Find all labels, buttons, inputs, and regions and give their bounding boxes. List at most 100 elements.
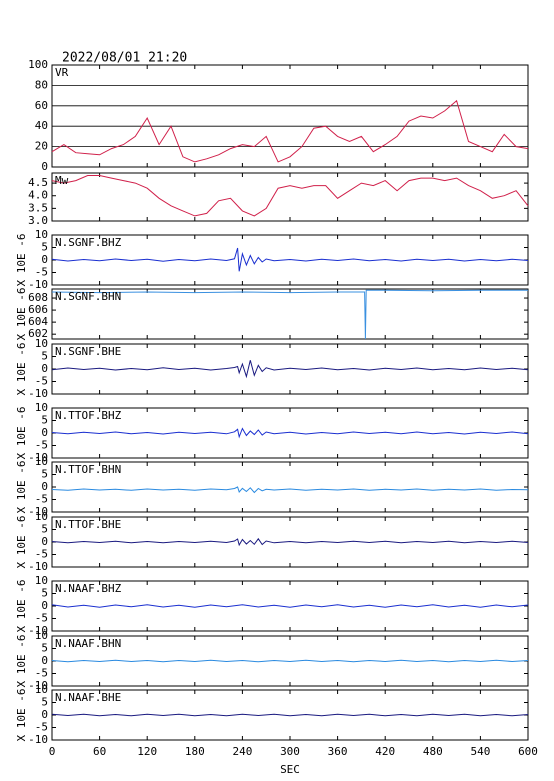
y-tick-label: 0	[41, 426, 48, 439]
panel-label: N.SGNF.BHN	[55, 290, 121, 303]
y-tick-label: -5	[35, 439, 48, 452]
x-tick-label: 180	[185, 745, 205, 758]
y-tick-label: 604	[28, 315, 48, 328]
y-tick-label: -10	[28, 560, 48, 573]
x-tick-label: 120	[137, 745, 157, 758]
y-tick-label: 4.5	[28, 176, 48, 189]
y-tick-label: 10	[35, 683, 48, 696]
trace	[51, 537, 529, 547]
panel-label: N.NAAF.BHZ	[55, 582, 122, 595]
y-tick-label: 100	[28, 58, 48, 71]
y-tick-label: -10	[28, 387, 48, 400]
y-tick-label: 5	[41, 523, 48, 536]
y-axis-label: X 10E -6	[15, 461, 28, 514]
y-tick-label: 0	[41, 480, 48, 493]
y-tick-label: 10	[35, 629, 48, 642]
y-axis-label: X 10E -6	[15, 689, 28, 742]
y-tick-label: 20	[35, 140, 48, 153]
y-tick-label: 3.0	[28, 214, 48, 227]
panel-label: VR	[55, 66, 69, 79]
y-tick-label: 4.0	[28, 189, 48, 202]
panel-label: N.TTOF.BHZ	[55, 409, 122, 422]
trace	[51, 247, 529, 272]
y-tick-label: 5	[41, 350, 48, 363]
y-tick-label: 5	[41, 241, 48, 254]
y-tick-label: 80	[35, 78, 48, 91]
y-tick-label: -5	[35, 375, 48, 388]
panel-label: N.TTOF.BHN	[55, 463, 121, 476]
trace	[51, 713, 529, 717]
chart-title: 2022/08/01 21:20	[62, 51, 187, 66]
y-tick-label: 40	[35, 119, 48, 132]
y-tick-label: 5	[41, 642, 48, 655]
panel-label: Mw	[55, 174, 69, 187]
y-tick-label: -5	[35, 266, 48, 279]
y-tick-label: 3.5	[28, 201, 48, 214]
y-tick-label: 5	[41, 468, 48, 481]
x-axis-label: SEC	[280, 763, 300, 776]
trace	[51, 604, 529, 608]
y-tick-label: -5	[35, 548, 48, 561]
y-tick-label: 602	[28, 327, 48, 340]
y-axis-label: X 10E -6	[15, 288, 28, 341]
y-tick-label: 5	[41, 414, 48, 427]
y-tick-label: -5	[35, 612, 48, 625]
y-axis-label: X 10E -6	[15, 635, 28, 688]
x-tick-label: 540	[470, 745, 490, 758]
trace	[51, 486, 529, 494]
trace	[51, 175, 529, 217]
panel-label: N.TTOF.BHE	[55, 518, 121, 531]
y-tick-label: 10	[35, 510, 48, 523]
y-tick-label: 10	[35, 574, 48, 587]
y-tick-label: -10	[28, 679, 48, 692]
y-axis-label: X 10E -6	[15, 516, 28, 569]
y-tick-label: 0	[41, 160, 48, 173]
panel-frame	[51, 288, 529, 340]
x-tick-label: 240	[232, 745, 252, 758]
y-tick-label: 606	[28, 303, 48, 316]
y-tick-label: -10	[28, 278, 48, 291]
y-axis-label: X 10E -6	[15, 343, 28, 396]
y-tick-label: -5	[35, 493, 48, 506]
trace	[51, 659, 529, 663]
y-tick-label: -10	[28, 451, 48, 464]
panel-frame	[51, 461, 529, 513]
y-axis-label: X 10E -6	[15, 407, 28, 460]
y-tick-label: -10	[28, 733, 48, 746]
trace	[51, 289, 528, 340]
y-tick-label: 0	[41, 654, 48, 667]
y-tick-label: 60	[35, 99, 48, 112]
x-tick-label: 480	[423, 745, 443, 758]
y-tick-label: -10	[28, 505, 48, 518]
x-tick-label: 60	[93, 745, 106, 758]
y-tick-label: 608	[28, 291, 48, 304]
y-tick-label: 5	[41, 696, 48, 709]
y-axis-label: X 10E -6	[15, 234, 28, 287]
y-tick-label: 0	[41, 535, 48, 548]
x-tick-label: 0	[49, 745, 56, 758]
y-tick-label: -10	[28, 624, 48, 637]
x-tick-label: 420	[375, 745, 395, 758]
y-tick-label: 0	[41, 708, 48, 721]
panel-label: N.NAAF.BHE	[55, 691, 121, 704]
panel-label: N.SGNF.BHZ	[55, 236, 122, 249]
x-tick-label: 300	[280, 745, 300, 758]
y-tick-label: 0	[41, 599, 48, 612]
y-tick-label: 0	[41, 253, 48, 266]
y-tick-label: -5	[35, 721, 48, 734]
y-tick-label: 10	[35, 401, 48, 414]
trace	[51, 427, 529, 439]
panel-frame	[51, 64, 529, 168]
x-tick-label: 360	[328, 745, 348, 758]
y-tick-label: 10	[35, 228, 48, 241]
y-tick-label: 10	[35, 337, 48, 350]
y-tick-label: 10	[35, 455, 48, 468]
trace	[51, 99, 529, 163]
panel-label: N.SGNF.BHE	[55, 345, 121, 358]
x-tick-label: 600	[518, 745, 538, 758]
y-tick-label: 0	[41, 362, 48, 375]
trace	[51, 360, 529, 379]
panel-label: N.NAAF.BHN	[55, 637, 121, 650]
y-tick-label: -5	[35, 667, 48, 680]
